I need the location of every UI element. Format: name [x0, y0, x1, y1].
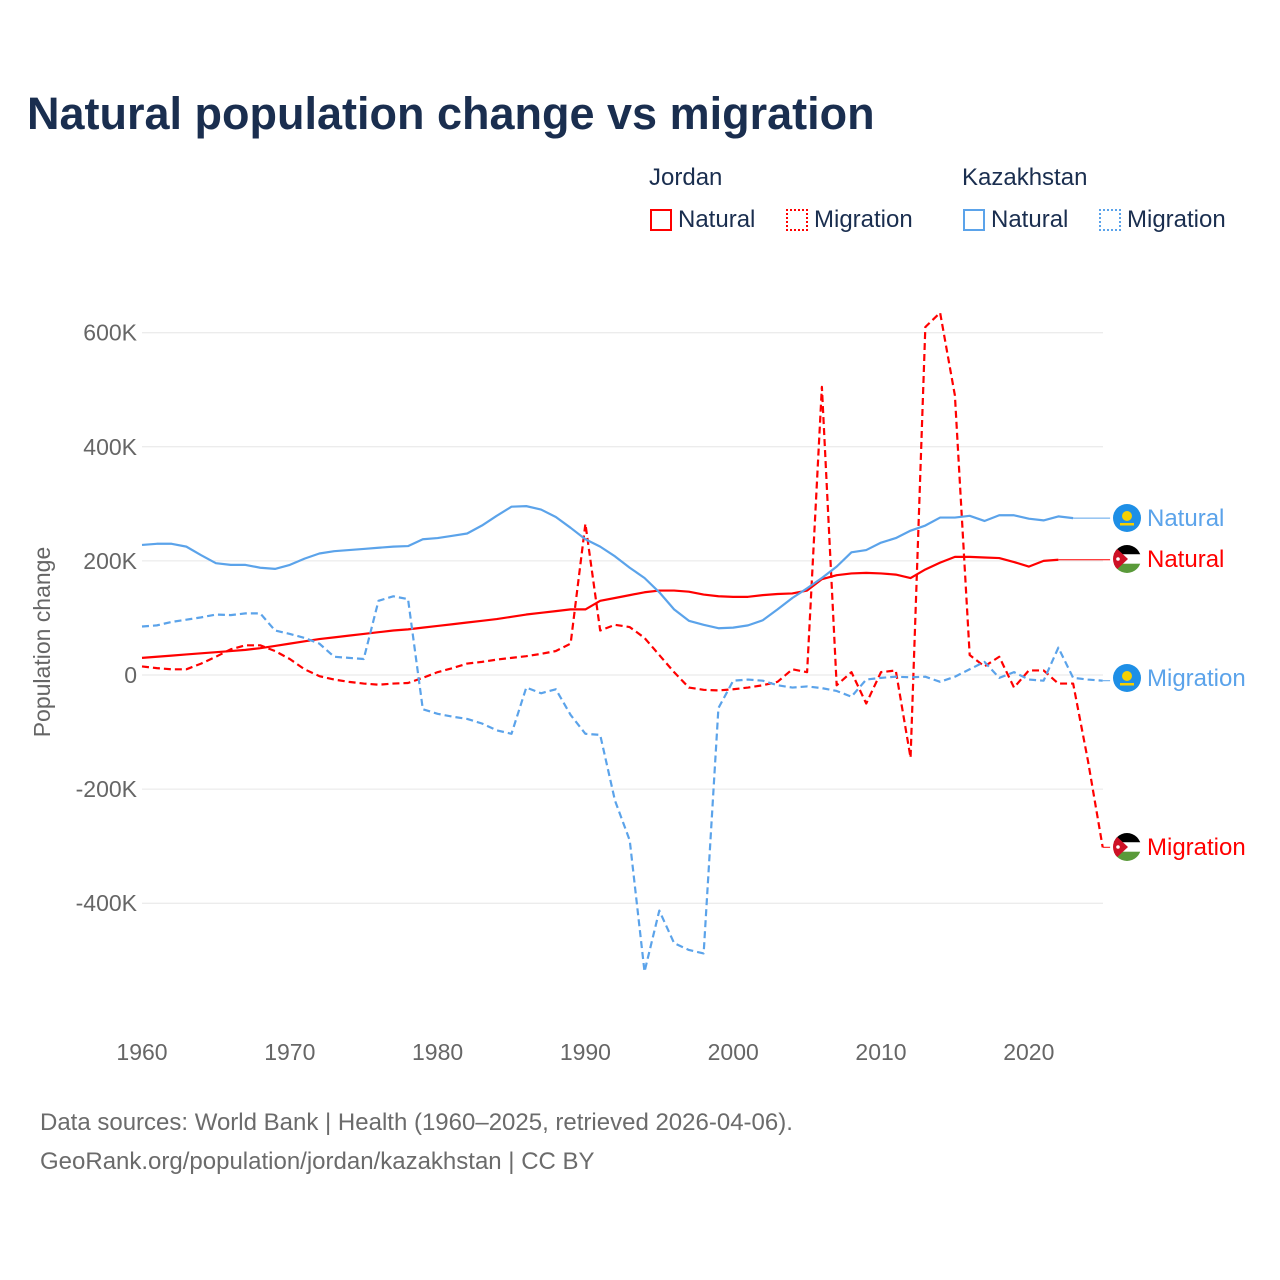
dotted-swatch-icon [1099, 209, 1121, 231]
footer-attribution[interactable]: GeoRank.org/population/jordan/kazakhstan… [40, 1148, 595, 1175]
legend-jordan-migration[interactable]: Migration [786, 206, 913, 234]
series-line-kazakhstan-migration [141, 595, 1103, 973]
jordan-flag-icon [1113, 545, 1141, 573]
x-tick-label: 1990 [560, 1039, 611, 1065]
end-label: Migration [1147, 834, 1246, 861]
y-tick-label: 0 [124, 662, 137, 688]
solid-swatch-icon [963, 209, 985, 231]
x-tick-label: 1960 [116, 1039, 167, 1065]
end-label: Migration [1147, 665, 1246, 692]
legend-label: Migration [814, 206, 913, 233]
legend-kazakhstan-migration[interactable]: Migration [1099, 206, 1226, 234]
series-line-kazakhstan-natural [141, 505, 1074, 630]
y-tick-label: 400K [83, 434, 137, 460]
legend-group-jordan: Jordan [649, 164, 723, 191]
end-label: Natural [1147, 505, 1224, 532]
x-tick-label: 2000 [708, 1039, 759, 1065]
x-tick-label: 2020 [1003, 1039, 1054, 1065]
footer-sources: Data sources: World Bank | Health (1960–… [40, 1109, 793, 1136]
legend-jordan-natural[interactable]: Natural [650, 206, 755, 234]
series-line-jordan-natural [141, 555, 1059, 659]
jordan-flag-icon [1113, 833, 1141, 861]
y-tick-label: -200K [76, 776, 138, 802]
kazakhstan-flag-icon [1113, 664, 1141, 692]
kazakhstan-flag-icon [1113, 504, 1141, 532]
solid-swatch-icon [650, 209, 672, 231]
y-axis-label: Population change [29, 547, 55, 738]
series-line-jordan-migration [141, 311, 1104, 848]
y-tick-label: -400K [76, 890, 138, 916]
legend-group-kazakhstan: Kazakhstan [962, 164, 1088, 191]
legend-label: Natural [991, 206, 1069, 233]
end-label: Natural [1147, 546, 1224, 573]
dotted-swatch-icon [786, 209, 808, 231]
x-tick-label: 2010 [855, 1039, 906, 1065]
legend-label: Natural [678, 206, 756, 233]
legend-label: Migration [1127, 206, 1226, 233]
legend-kazakhstan-natural[interactable]: Natural [963, 206, 1068, 234]
x-tick-label: 1980 [412, 1039, 463, 1065]
x-tick-label: 1970 [264, 1039, 315, 1065]
y-tick-label: 200K [83, 548, 137, 574]
y-tick-label: 600K [83, 320, 137, 346]
chart-title: Natural population change vs migration [27, 88, 875, 139]
